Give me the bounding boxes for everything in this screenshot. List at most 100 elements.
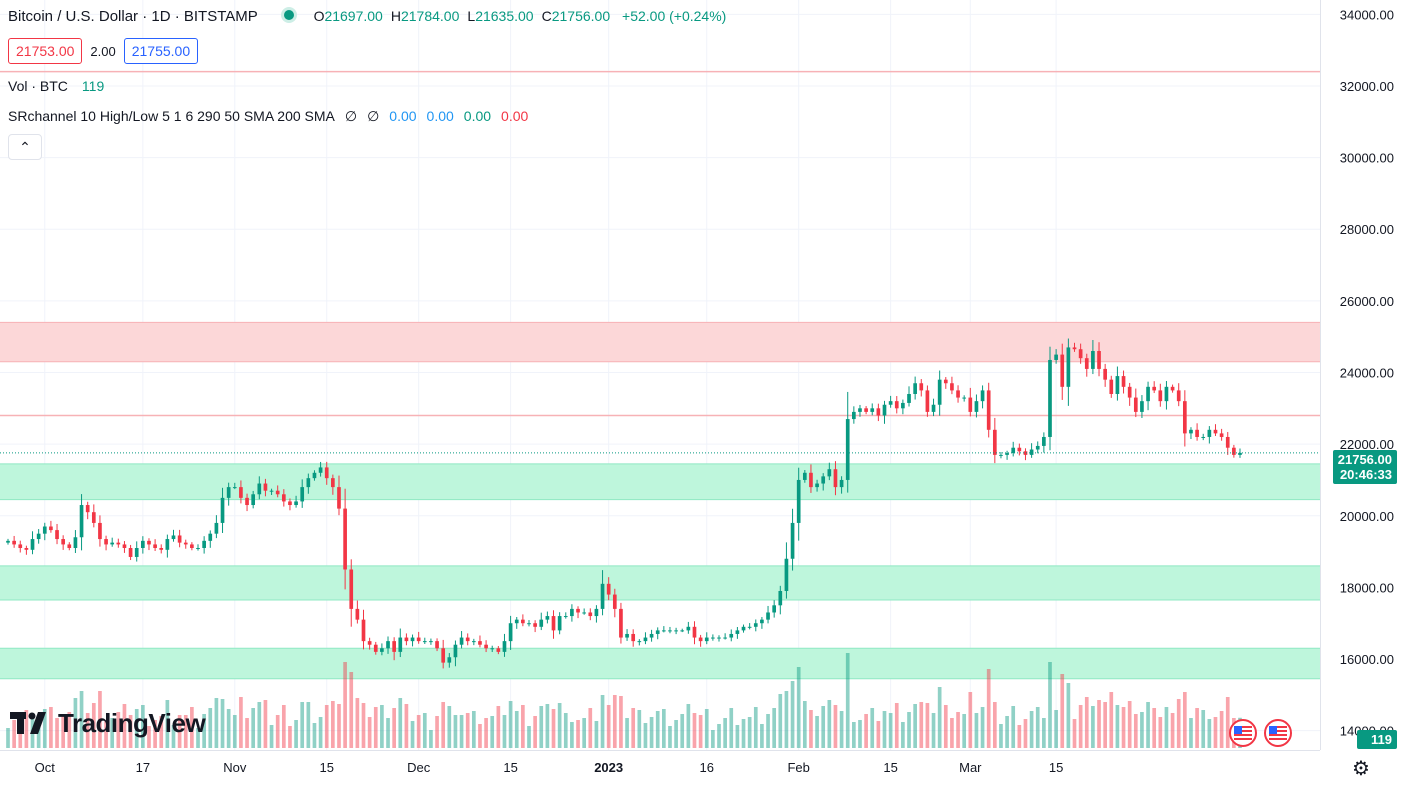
symbol-legend[interactable]: Bitcoin / U.S. Dollar · 1D · BITSTAMP O2… — [8, 8, 726, 25]
candle-body — [355, 608, 360, 620]
price-tick-label: 20000.00 — [1340, 509, 1394, 524]
candle-body — [453, 644, 458, 658]
volume-bar — [153, 720, 157, 748]
volume-bar — [931, 713, 936, 748]
candle-body — [778, 590, 783, 606]
volume-bar — [1103, 702, 1107, 748]
candle-body — [465, 637, 470, 642]
volume-bar — [361, 703, 366, 748]
symbol-title[interactable]: Bitcoin / U.S. Dollar · 1D · BITSTAMP — [8, 8, 258, 25]
candle-body — [245, 497, 249, 506]
candle-body — [827, 469, 832, 477]
volume-bar — [968, 692, 973, 748]
volume-bar — [582, 718, 586, 748]
candle-body — [1176, 390, 1181, 402]
price-axis[interactable]: 34000.00 32000.00 30000.00 28000.00 26000.00… — [1320, 0, 1405, 791]
volume-bar — [447, 706, 452, 748]
volume-bar — [1048, 662, 1052, 748]
candle-body — [42, 526, 47, 534]
us-flag-icon[interactable] — [1229, 719, 1257, 747]
volume-bar — [208, 708, 213, 748]
candle-body — [141, 540, 145, 549]
volume-bar — [551, 709, 556, 748]
volume-bar — [502, 715, 507, 748]
candle-body — [907, 393, 911, 403]
volume-bar — [594, 721, 599, 748]
tradingview-logo[interactable]: TradingView — [10, 708, 206, 739]
candle-body — [894, 401, 899, 409]
candle-body — [992, 429, 997, 455]
candle-body — [306, 478, 311, 488]
candle-body — [36, 533, 41, 540]
volume-bar — [1146, 702, 1150, 748]
candle-body — [67, 544, 72, 549]
candle-body — [508, 623, 513, 642]
candle-body — [735, 630, 740, 634]
candle-body — [852, 411, 856, 420]
volume-bar — [257, 702, 262, 748]
volume-legend[interactable]: Vol · BTC 119 — [8, 78, 104, 94]
sr-zone — [0, 565, 1320, 600]
candle-body — [1201, 436, 1206, 438]
candle-body — [61, 539, 66, 545]
volume-bar — [557, 703, 562, 748]
candle-body — [312, 472, 317, 479]
volume-bar — [251, 708, 256, 748]
candle-body — [324, 467, 329, 479]
candle-body — [1238, 452, 1242, 455]
volume-bar — [116, 712, 121, 748]
candle-body — [1011, 447, 1016, 454]
volume-bar — [631, 708, 636, 748]
candle-body — [845, 419, 850, 480]
ohlc-key-c: C — [541, 8, 552, 24]
candle-body — [471, 641, 476, 643]
candle-body — [478, 641, 482, 645]
volume-bar — [1189, 718, 1193, 748]
candle-body — [631, 633, 636, 642]
candle-body — [12, 540, 16, 545]
volume-bar — [521, 705, 525, 748]
srchannel-legend[interactable]: SRchannel 10 High/Low 5 1 6 290 50 SMA 2… — [8, 108, 528, 125]
candle-body — [711, 637, 715, 639]
volume-bar — [1225, 697, 1230, 748]
candle-body — [557, 616, 562, 631]
volume-bar — [876, 721, 881, 748]
chart-grid — [0, 0, 1320, 750]
candle-body — [30, 539, 35, 550]
time-tick-label: Nov — [223, 760, 247, 775]
candle-body — [159, 548, 164, 550]
candle-body — [698, 637, 703, 642]
candle-body — [318, 467, 323, 473]
candle-body — [582, 612, 586, 614]
candle-body — [104, 539, 108, 545]
candle-body — [1005, 453, 1009, 455]
volume-bar — [134, 709, 139, 748]
volume-bar — [680, 714, 685, 748]
buy-button[interactable]: 21755.00 — [123, 38, 199, 64]
candle-body — [1097, 351, 1101, 369]
gear-icon[interactable]: ⚙ — [1352, 758, 1370, 780]
volume-bar — [214, 698, 219, 748]
candle-body — [588, 612, 593, 617]
us-flag-icon[interactable] — [1264, 719, 1292, 747]
volume-bar — [711, 730, 715, 748]
collapse-legend-button[interactable]: ⌃ — [8, 134, 42, 160]
time-axis[interactable]: Oct 17 Nov 15 Dec 15 2023 16 Feb 15 Mar 15 — [0, 750, 1320, 776]
candle-body — [1232, 447, 1236, 455]
candle-body — [1219, 433, 1224, 437]
volume-bar — [36, 717, 41, 748]
sell-button[interactable]: 21753.00 — [8, 38, 83, 64]
volume-bar — [386, 718, 390, 748]
candle-body — [766, 612, 770, 620]
candle-body — [429, 641, 433, 643]
volume-label: Vol · BTC — [8, 78, 68, 94]
volume-bar — [159, 716, 164, 748]
volume-bar — [894, 703, 899, 748]
candle-body — [288, 501, 292, 506]
candle-body — [202, 540, 206, 549]
volume-bar — [612, 695, 617, 748]
candle-body — [183, 542, 188, 545]
time-tick-label: Mar — [959, 760, 982, 775]
time-tick-label: 15 — [883, 760, 897, 775]
